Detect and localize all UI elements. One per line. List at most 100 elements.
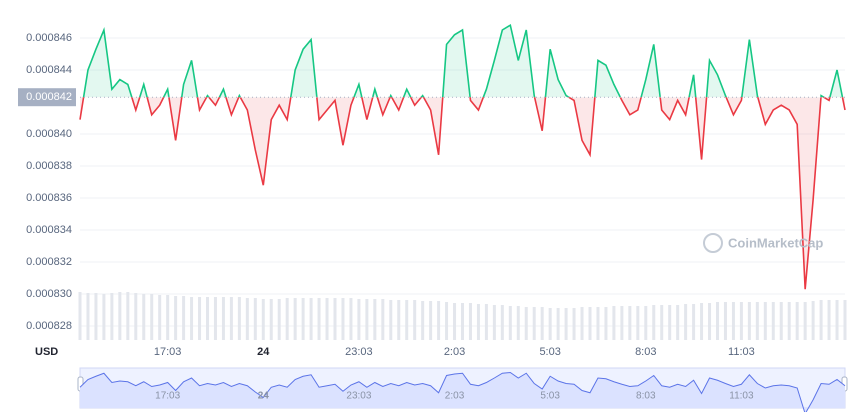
- volume-bar: [500, 305, 504, 340]
- volume-bar: [309, 298, 313, 340]
- volume-bar: [317, 298, 321, 340]
- volume-bar: [437, 301, 441, 340]
- volume-bar: [636, 306, 640, 340]
- volume-bar: [508, 306, 512, 340]
- volume-bar: [716, 302, 719, 340]
- volume-bar: [182, 296, 186, 340]
- volume-bar: [213, 297, 217, 340]
- volume-bar: [580, 307, 584, 340]
- plot: [79, 23, 846, 290]
- navigator-tick-label: 24: [258, 391, 270, 402]
- y-tick-label: 0.000834: [26, 224, 72, 236]
- y-tick-label: 0.000830: [26, 288, 72, 300]
- volume-bar: [269, 299, 273, 340]
- volume-bar: [126, 292, 130, 340]
- x-tick-label: 5:03: [539, 346, 560, 358]
- navigator-tick-label: 2:03: [445, 391, 465, 402]
- volume-bar: [245, 298, 249, 340]
- navigator-price-line: [79, 371, 846, 412]
- baseline-label-box: [18, 88, 76, 107]
- volume-bar: [253, 298, 257, 340]
- volume-bar: [564, 308, 568, 340]
- volume-bar: [237, 297, 241, 340]
- x-tick-label: 23:03: [345, 346, 373, 358]
- x-tick-label: 17:03: [154, 346, 182, 358]
- volume-bar: [102, 294, 106, 340]
- volume-bar: [118, 292, 122, 340]
- navigator-tick-label: 8:03: [636, 391, 656, 402]
- x-tick-label: 24: [257, 346, 270, 358]
- y-tick-label: 0.000828: [26, 320, 72, 332]
- volume-bar: [453, 303, 457, 340]
- watermark-logo: [703, 233, 723, 253]
- volume-bar: [365, 299, 369, 340]
- volume-bar: [229, 297, 233, 340]
- volume-bar: [827, 300, 831, 340]
- volume-bar: [413, 300, 417, 340]
- volume-bar: [811, 301, 815, 340]
- volume-bar: [692, 304, 696, 340]
- volume-bar: [708, 303, 712, 340]
- price-area: [83, 25, 843, 98]
- volume-bar: [644, 306, 648, 340]
- volume-bar: [771, 302, 775, 340]
- volume-bar: [492, 305, 496, 340]
- volume-bar: [755, 302, 759, 340]
- price-below: [79, 97, 846, 290]
- volume-bar: [405, 300, 409, 340]
- baseline-label: 0.000842: [26, 91, 72, 103]
- volume-bar: [158, 295, 162, 340]
- volume-bar: [110, 293, 114, 340]
- y-tick-label: 0.000838: [26, 160, 72, 172]
- volume-bar: [747, 302, 751, 340]
- volume-bar: [484, 304, 488, 340]
- watermark-text: CoinMarketCap: [728, 235, 823, 250]
- volume-bar: [476, 304, 480, 340]
- volume-bar: [174, 296, 178, 340]
- volume-bar: [524, 307, 528, 340]
- volume-bar: [588, 307, 592, 340]
- volume-bar: [628, 306, 632, 340]
- currency-label: USD: [35, 346, 58, 358]
- volume-bar: [723, 302, 727, 340]
- grid: 0.000846 0.000844 0.000840 0.000838 0.000836…: [26, 32, 845, 332]
- volume-bar: [795, 302, 799, 340]
- y-tick-label: 0.000846: [26, 32, 72, 44]
- y-tick-label: 0.000832: [26, 256, 72, 268]
- volume-bar: [293, 298, 297, 340]
- volume-bar: [739, 302, 743, 340]
- volume-bar: [652, 305, 656, 340]
- volume-bar: [596, 307, 600, 340]
- price-line: [82, 23, 844, 98]
- volume-bar: [94, 293, 98, 340]
- x-tick-label: 8:03: [635, 346, 656, 358]
- x-tick-label: 2:03: [444, 346, 465, 358]
- volume-bars: [78, 292, 847, 340]
- price-above: [82, 23, 844, 98]
- price-area: [80, 97, 845, 290]
- volume-bar: [620, 306, 624, 340]
- y-tick-label: 0.000844: [26, 64, 72, 76]
- y-tick-label: 0.000840: [26, 128, 72, 140]
- navigator-tick-label: 17:03: [155, 391, 180, 402]
- volume-bar: [556, 308, 560, 340]
- volume-bar: [389, 300, 393, 340]
- x-tick-label: 11:03: [728, 346, 755, 358]
- volume-bar: [660, 305, 664, 340]
- volume-bar: [468, 303, 472, 340]
- volume-bar: [700, 303, 704, 340]
- volume-bar: [604, 307, 608, 340]
- volume-bar: [150, 294, 154, 340]
- volume-bar: [78, 292, 82, 340]
- volume-bar: [357, 299, 361, 340]
- volume-bar: [548, 308, 552, 340]
- volume-bar: [572, 308, 576, 340]
- volume-bar: [668, 305, 672, 340]
- volume-bar: [445, 302, 449, 340]
- volume-bar: [819, 300, 823, 340]
- volume-bar: [731, 302, 735, 340]
- navigator-tick-label: 23:03: [346, 391, 371, 402]
- volume-bar: [532, 307, 536, 340]
- volume-bar: [684, 304, 688, 340]
- volume-bar: [301, 298, 305, 340]
